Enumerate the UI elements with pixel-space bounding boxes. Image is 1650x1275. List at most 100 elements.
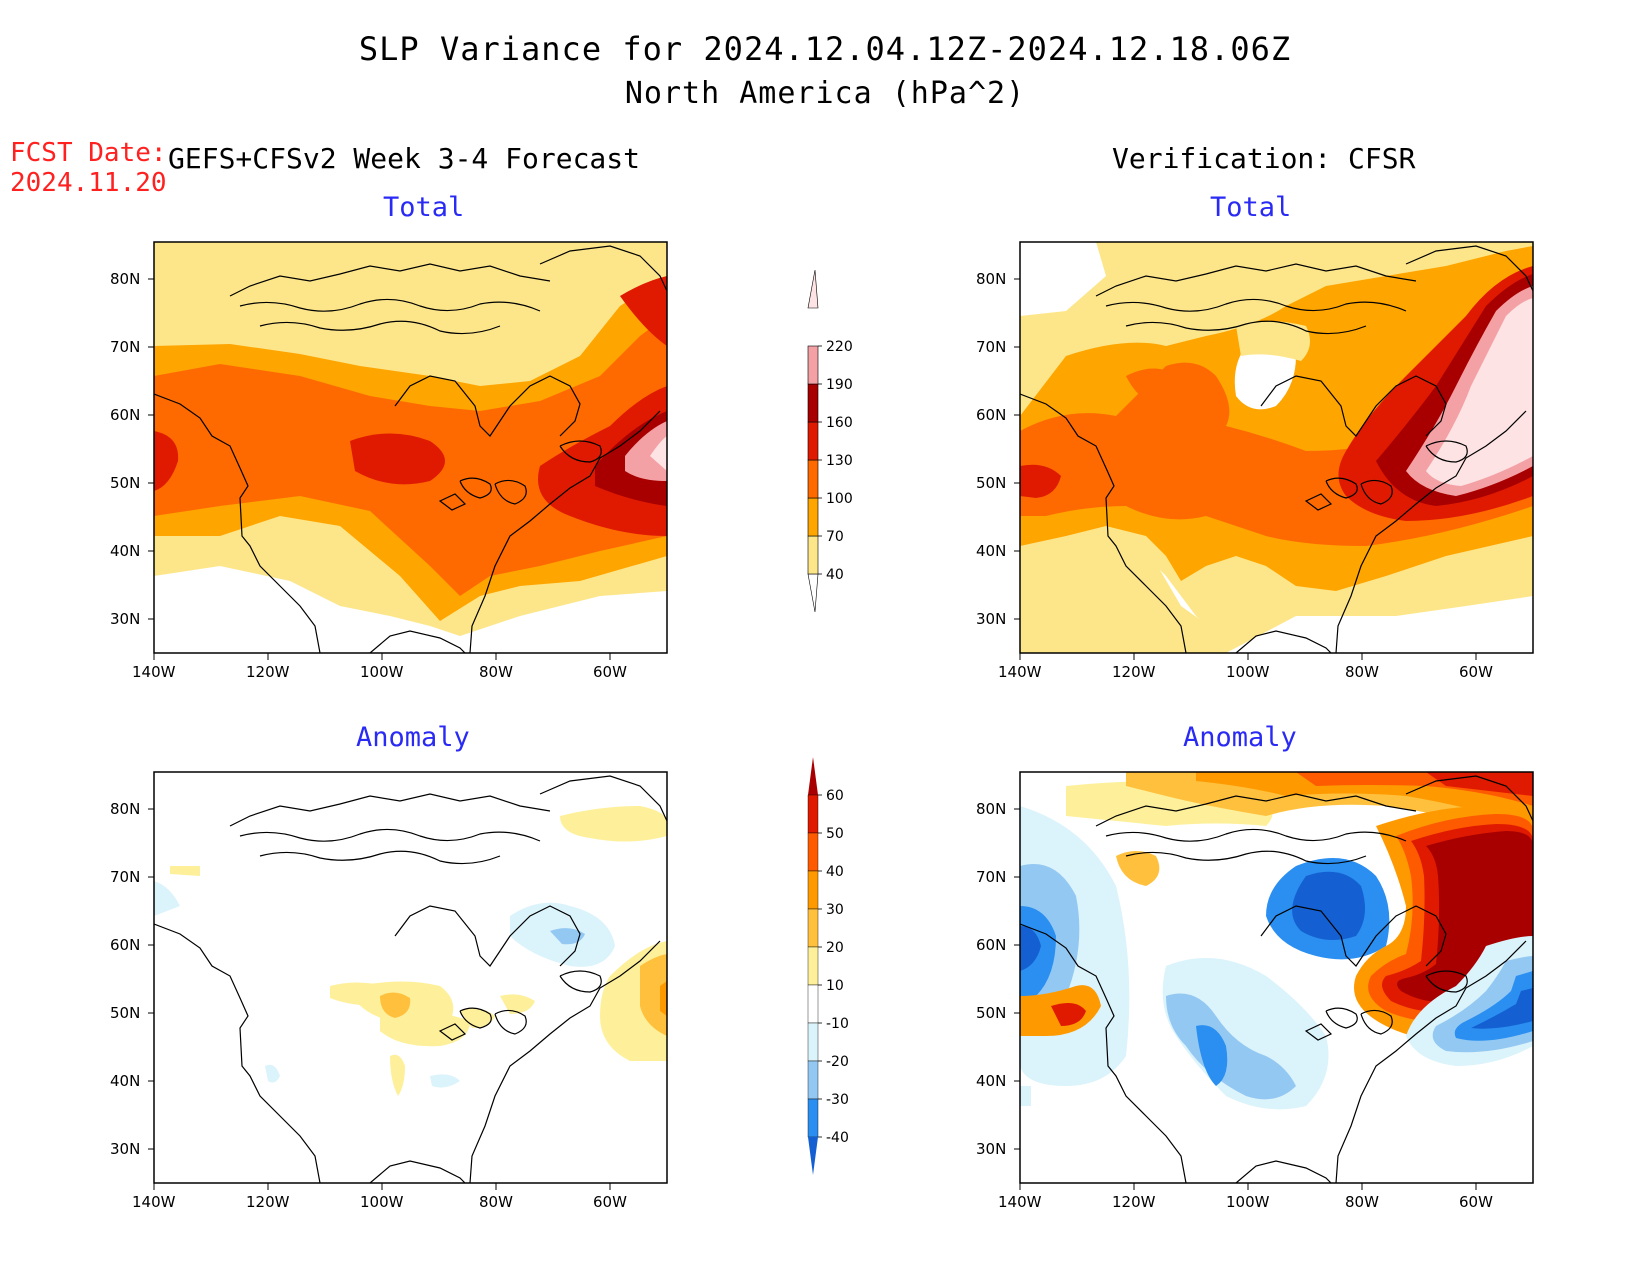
lat-tick-label: 70N [110,868,140,886]
lon-tick-label: 60W [1459,663,1493,681]
lat-tick-label: 30N [110,610,140,628]
lon-tick-label: 100W [1226,1193,1270,1211]
forecast-total-map: 80N 70N 60N 50N 40N 30N 140W 120W 100W 8… [110,241,668,681]
colorbar-level-label: 10 [826,978,844,994]
lon-tick-label: 100W [360,663,404,681]
colorbar-level-label: 30 [826,902,844,918]
colorbar-level-label: 50 [826,826,844,842]
colorbar-level-label: -30 [826,1092,849,1108]
forecast-anomaly-coastlines [154,775,667,1183]
forecast-date: FCST Date: 2024.11.20 [10,138,167,198]
lat-tick-label: 40N [110,1072,140,1090]
verification-anomaly-title: Anomaly [1183,722,1297,753]
lat-tick-label: 80N [110,800,140,818]
verification-anomaly-frame [1019,771,1534,1184]
anomaly-colorbar-labels: 60 50 40 30 20 10 -10 -20 -30 -40 [818,788,849,1146]
lon-tick-label: 80W [479,663,513,681]
forecast-anomaly-lat-axis [148,808,154,1150]
colorbar-below-range-triangle [807,573,819,613]
lat-tick-label: 70N [976,338,1006,356]
lon-tick-label: 120W [1112,1193,1156,1211]
colorbar-level-label: 160 [826,415,853,431]
lat-tick-label: 60N [110,406,140,424]
verification-column-header: Verification: CFSR [1112,142,1416,175]
colorbar-level-label: 220 [826,339,853,355]
lat-tick-label: 80N [110,270,140,288]
verification-total-coastlines [1020,245,1533,653]
lat-tick-label: 40N [976,542,1006,560]
lat-tick-label: 30N [110,1140,140,1158]
colorbar-swatch [807,908,819,948]
figure-title: SLP Variance for 2024.12.04.12Z-2024.12.… [358,30,1292,68]
colorbar-swatch [807,832,819,872]
verification-total-lat-axis [1014,278,1020,620]
total-colorbar: 40 70 100 130 160 190 220 [807,269,853,613]
verification-anomaly-map: 80N 70N 60N 50N 40N 30N 140W 120W 100W 8… [976,771,1534,1211]
lon-tick-label: 140W [998,1193,1042,1211]
lat-tick-label: 60N [976,406,1006,424]
colorbar-below-range-triangle [808,1137,818,1175]
lat-tick-label: 50N [976,1004,1006,1022]
lat-tick-label: 80N [976,800,1006,818]
lat-tick-label: 60N [976,936,1006,954]
forecast-anomaly-field [154,772,667,1183]
total-colorbar-labels: 40 70 100 130 160 190 220 [818,339,853,583]
lon-tick-label: 100W [360,1193,404,1211]
lon-tick-label: 100W [1226,663,1270,681]
colorbar-swatch [807,1098,819,1138]
verification-total-lon-axis [1019,653,1477,660]
lon-tick-label: 140W [998,663,1042,681]
colorbar-level-label: 100 [826,491,853,507]
colorbar-above-range-triangle [807,269,819,309]
lat-tick-label: 30N [976,610,1006,628]
lat-tick-label: 60N [110,936,140,954]
verification-anomaly-field [1020,772,1533,1183]
colorbar-swatch [807,1060,819,1100]
lon-tick-label: 60W [593,663,627,681]
verification-anomaly-coastlines [1020,775,1533,1183]
lon-tick-label: 80W [479,1193,513,1211]
lon-tick-label: 60W [593,1193,627,1211]
forecast-total-lon-axis [153,653,611,660]
forecast-total-title: Total [383,192,465,223]
colorbar-level-label: 70 [826,529,844,545]
colorbar-swatch [807,383,819,423]
colorbar-level-label: -20 [826,1054,849,1070]
verification-anomaly-lat-axis [1014,808,1020,1150]
colorbar-level-label: 20 [826,940,844,956]
lon-tick-label: 140W [132,663,176,681]
lat-tick-label: 30N [976,1140,1006,1158]
lon-tick-label: 140W [132,1193,176,1211]
colorbar-swatch [807,946,819,986]
verification-total-title: Total [1210,192,1292,223]
verification-total-frame [1019,241,1534,654]
forecast-date-label: FCST Date: [10,138,167,168]
lat-tick-label: 70N [110,338,140,356]
forecast-anomaly-title: Anomaly [356,722,470,753]
lat-tick-label: 50N [110,1004,140,1022]
lon-tick-label: 80W [1345,663,1379,681]
lon-tick-label: 120W [246,1193,290,1211]
forecast-total-lat-axis [148,278,154,620]
lat-tick-label: 70N [976,868,1006,886]
forecast-anomaly-lon-axis [153,1183,611,1190]
verification-anomaly-lon-axis [1019,1183,1477,1190]
colorbar-swatch [807,497,819,537]
lon-tick-label: 80W [1345,1193,1379,1211]
colorbar-level-label: 130 [826,453,853,469]
colorbar-swatch [807,984,819,1024]
lat-tick-label: 50N [110,474,140,492]
forecast-column-header: GEFS+CFSv2 Week 3-4 Forecast [168,142,641,175]
anomaly-colorbar-swatches [807,757,819,1175]
lon-tick-label: 120W [246,663,290,681]
verification-total-map: 80N 70N 60N 50N 40N 30N 140W 120W 100W 8… [976,241,1534,681]
lat-tick-label: 80N [976,270,1006,288]
anomaly-colorbar: 60 50 40 30 20 10 -10 -20 -30 -40 [807,757,849,1175]
colorbar-swatch [807,421,819,461]
colorbar-swatch [807,870,819,910]
forecast-anomaly-map: 80N 70N 60N 50N 40N 30N 140W 120W 100W 8… [110,771,668,1211]
colorbar-swatch [807,535,819,575]
colorbar-level-label: 190 [826,377,853,393]
figure-subtitle: North America (hPa^2) [624,76,1026,111]
colorbar-level-label: 40 [826,567,844,583]
